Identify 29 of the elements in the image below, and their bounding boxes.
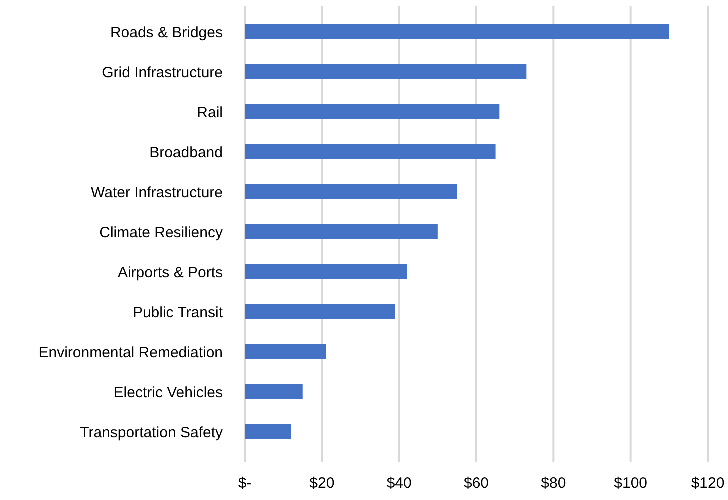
- x-tick-label: $100: [614, 475, 648, 492]
- y-tick-label: Public Transit: [132, 304, 224, 322]
- y-tick-label: Environmental Remediation: [38, 344, 223, 362]
- bar: [245, 24, 670, 40]
- y-tick-label: Airports & Ports: [118, 264, 223, 282]
- y-tick-label: Roads & Bridges: [110, 24, 223, 42]
- x-tick-label: $40: [386, 475, 412, 492]
- bar: [245, 304, 396, 320]
- x-tick-label: $80: [541, 475, 566, 492]
- bar: [245, 144, 496, 160]
- bar: [245, 344, 326, 360]
- x-tick-label: $20: [310, 475, 335, 492]
- bar: [245, 264, 408, 280]
- y-tick-label: Grid Infrastructure: [102, 64, 223, 82]
- y-tick-label: Electric Vehicles: [114, 384, 223, 402]
- bar: [245, 64, 527, 80]
- y-tick-label: Climate Resiliency: [100, 224, 224, 242]
- y-tick-label: Water Infrastructure: [91, 184, 223, 202]
- x-tick-label: $60: [464, 475, 490, 492]
- y-tick-label: Rail: [197, 104, 223, 122]
- x-tick-label: $-: [238, 475, 252, 492]
- bar: [245, 384, 303, 400]
- bar: [245, 184, 458, 200]
- bar: [245, 224, 438, 240]
- x-tick-label: $120: [691, 475, 725, 492]
- bar: [245, 424, 292, 440]
- y-tick-label: Broadband: [150, 144, 223, 162]
- bar: [245, 104, 500, 120]
- y-tick-label: Transportation Safety: [80, 424, 224, 442]
